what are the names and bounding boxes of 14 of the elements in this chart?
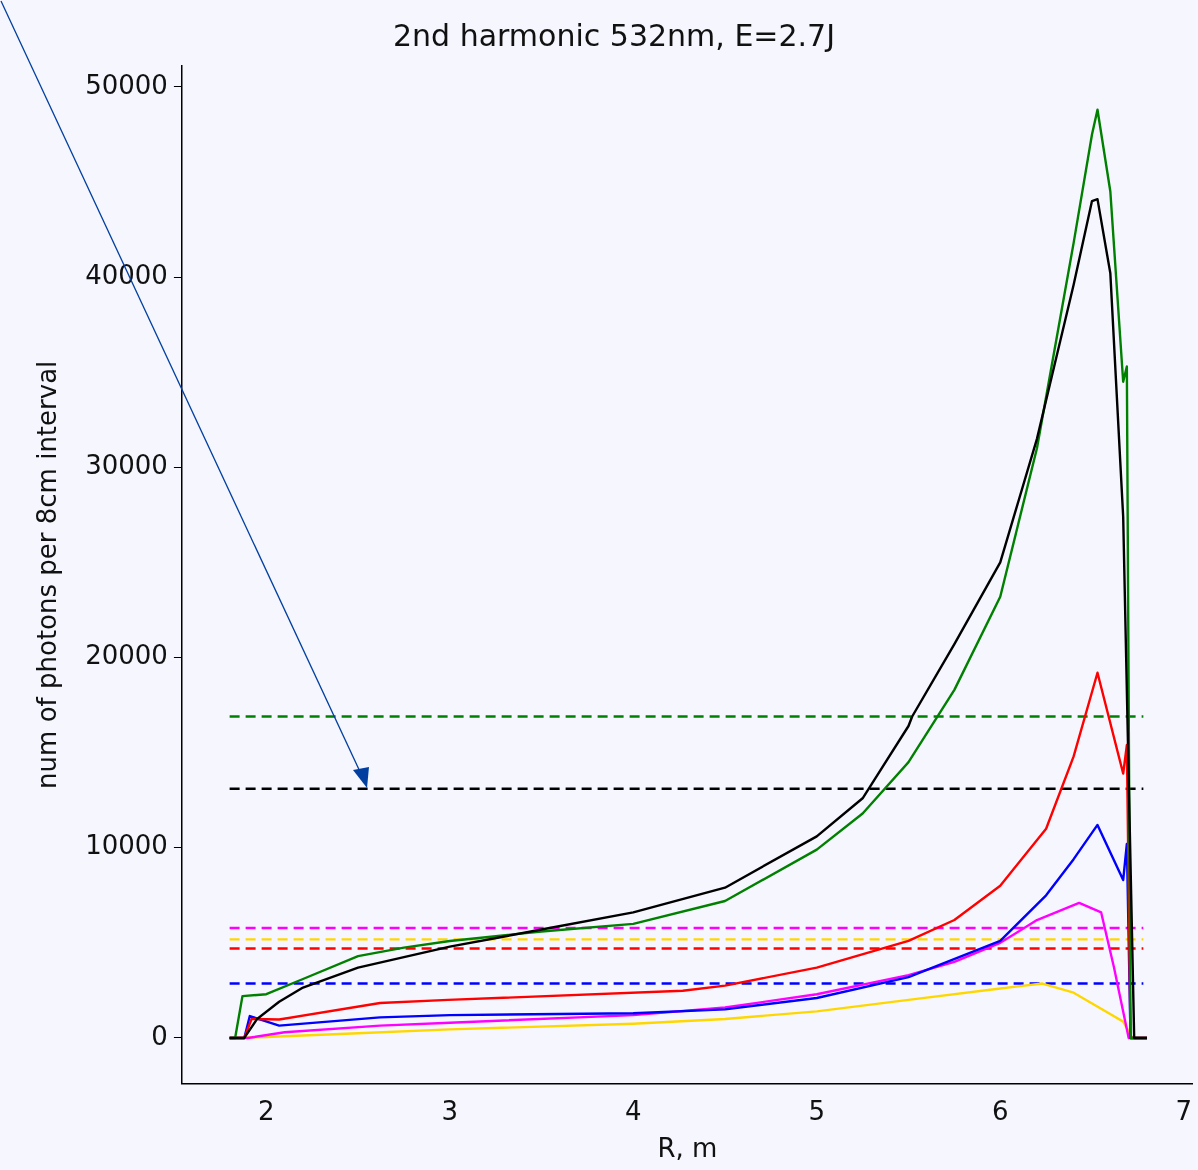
x-tick-label: 3 bbox=[441, 1095, 459, 1126]
x-tick-label: 4 bbox=[625, 1095, 642, 1126]
y-axis-title: num of photons per 8cm interval bbox=[32, 360, 63, 789]
x-tick-label: 2 bbox=[258, 1095, 275, 1126]
y-tick-label: 20000 bbox=[85, 640, 168, 671]
y-tick-label: 30000 bbox=[85, 450, 168, 481]
x-axis-title: R, m bbox=[657, 1133, 718, 1164]
y-tick-label: 50000 bbox=[85, 69, 168, 100]
x-tick-label: 6 bbox=[991, 1095, 1009, 1126]
y-tick-label: 0 bbox=[151, 1020, 168, 1051]
chart-title: 2nd harmonic 532nm, E=2.7J bbox=[392, 17, 836, 53]
x-tick-label: 5 bbox=[808, 1095, 826, 1126]
y-tick-label: 10000 bbox=[85, 830, 168, 861]
x-tick-label: 7 bbox=[1175, 1095, 1192, 1126]
